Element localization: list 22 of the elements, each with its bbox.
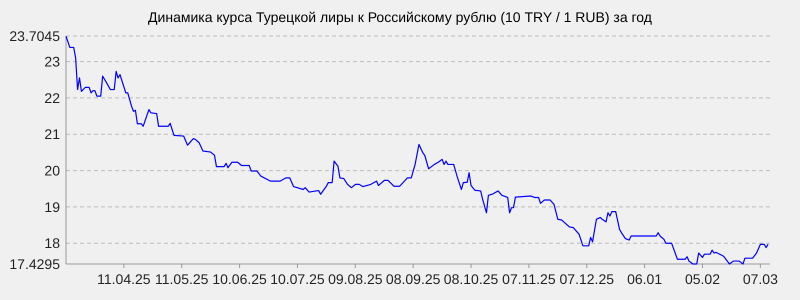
y-tick-label: 22 xyxy=(44,90,60,106)
x-tick-label: 06.01 xyxy=(627,271,662,287)
x-tick-label: 11.05.25 xyxy=(154,271,209,287)
chart-title: Динамика курса Турецкой лиры к Российскому рублю (10 TRY / 1 RUB) за год xyxy=(148,9,652,25)
x-tick-label: 09.08.25 xyxy=(328,271,383,287)
y-tick-label: 20 xyxy=(44,162,60,178)
x-tick-label: 11.04.25 xyxy=(97,271,151,287)
x-tick-label: 08.09.25 xyxy=(386,271,441,287)
y-tick-label: 18 xyxy=(44,235,60,252)
x-tick-label: 07.11.25 xyxy=(502,271,556,287)
x-tick-label: 08.10.25 xyxy=(444,271,498,287)
y-tick-label: 23.7045 xyxy=(9,28,60,44)
y-tick-label: 21 xyxy=(44,126,60,142)
x-tick-label: 10.06.25 xyxy=(212,271,268,287)
line-series xyxy=(65,36,769,265)
x-tick-label: 07.12.25 xyxy=(560,271,614,287)
y-tick-label: 19 xyxy=(44,198,60,215)
x-tick-label: 07.03 xyxy=(742,271,778,287)
y-tick-label: 23 xyxy=(44,54,60,70)
x-tick-label: 10.07.25 xyxy=(270,271,325,287)
x-tick-label: 05.02 xyxy=(684,271,720,287)
y-tick-label: 17.4295 xyxy=(9,256,60,272)
